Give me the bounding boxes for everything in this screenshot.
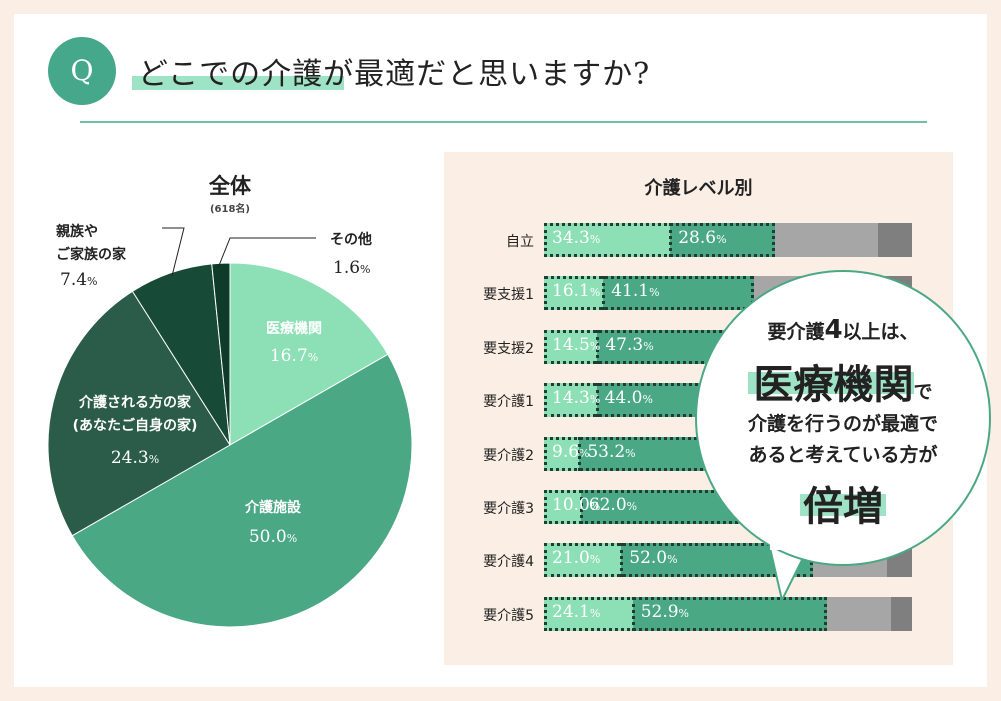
bar-value-label-1: 24.1% [552,601,601,622]
bar-value-label-2: 52.0% [629,548,678,569]
bar-category-label: 要介護3 [483,501,534,517]
bar-segment [754,276,873,311]
bar-divider [669,223,673,257]
bar-category-label: 要介護2 [483,447,534,464]
bar-chart-title: 介護レベル別 [644,178,753,199]
bar-category-label: 自立 [506,234,534,250]
callout-line-3: 介護を行うのが最適で [747,413,938,435]
pie-label-own-home-1: 介護される方の家 [79,395,191,411]
pie-label-other: その他 [330,232,372,248]
bar-segment [544,596,633,631]
pie-value-own-home: 24.3% [110,448,160,468]
pie-title: 全体 [209,174,251,198]
pie-label-relative-home-1: 親族や [56,224,98,240]
pie-slice-other [211,262,231,446]
bar-segment [812,543,888,578]
pie-label-relative-home-2: ご家族の家 [56,247,126,263]
callout-line-2: 医療機関で [753,362,933,408]
bar-segment [887,543,912,578]
bar-segment [544,223,671,257]
pie-leader-line [162,227,185,277]
pie-label-facility: 介護施設 [245,500,301,516]
bar-value-label-2: 62.0% [588,495,638,515]
bar-segment [827,596,891,631]
callout-line-5: 倍増 [803,484,883,530]
bar-value-label-2: 47.3% [605,334,654,355]
pie-subtitle: (618名) [209,204,250,215]
bar-value-label-1: 21.0% [552,548,601,569]
bar-segment [544,329,598,364]
pie-value-hospital: 16.7% [269,346,319,366]
bar-value-label-1: 14.5% [552,334,601,355]
bar-category-label: 要支援2 [483,340,534,357]
bar-category-label: 要支援1 [483,287,534,304]
bar-divider [620,543,624,578]
bar-value-label-1: 10.0% [552,495,601,515]
bar-value-label-2: 28.6% [678,228,727,248]
bar-segment [877,223,912,257]
bar-divider [578,436,582,471]
title-divider [80,121,927,123]
bar-segment [670,223,776,257]
bar-divider [579,490,583,524]
pie-value-facility: 50.0% [248,527,298,547]
bar-category-label: 要介護5 [483,607,534,624]
pie-label-own-home-2: (あなたご自身の家) [72,418,198,434]
bar-row: 16.1% 41.1% [544,276,912,311]
bar-category-label: 要介護1 [483,394,534,411]
bar-segment [544,276,604,311]
pie-slice-facility [71,353,413,628]
bar-divider [596,329,600,364]
page-title: どこでの介護が最適だと思いますか? [138,57,651,92]
bar-category-label: 要介護4 [483,554,534,571]
bar-value-label-2: 52.9% [640,601,689,622]
bar-value-label-1: 9.6% [552,441,590,462]
pie-value-relative-home: 7.4% [60,270,98,290]
pie-label-hospital: 医療機関 [266,321,322,337]
pie-slice-hospital [229,262,389,446]
bar-segment [544,543,622,578]
bar-highlight-outline [544,596,828,631]
bar-segment [544,383,597,418]
bar-value-label-1: 14.3% [552,388,601,409]
callout-line-4: あると考えている方が [748,444,938,466]
bar-value-label-2: 41.1% [611,281,660,302]
bar-value-label-1: 34.3% [552,228,601,248]
callout-highlight-1 [748,372,914,394]
bar-row: 24.1% 52.9% [544,596,912,631]
callout-highlight-2 [800,494,886,516]
bar-segment [890,596,912,631]
bar-segment [872,276,912,311]
bar-row: 34.3% 28.6% [544,223,912,257]
bar-divider [602,276,606,311]
pie-value-other: 1.6% [333,258,371,278]
bar-segment [544,490,581,524]
bar-value-label-2: 53.2% [587,441,636,462]
bar-divider [631,596,635,631]
bar-value-label-2: 44.0% [604,388,653,409]
bar-highlight-outline [544,223,776,257]
title-highlight [132,76,344,90]
bar-divider [595,383,599,418]
bar-segment [544,436,580,471]
bar-value-label-1: 16.1% [552,281,601,302]
bar-segment [775,223,878,257]
question-badge: Q [48,37,116,105]
pie-leader-line [217,237,316,269]
pie-slice-own-home [47,290,231,537]
callout-line-1: 要介護4以上は、 [767,315,919,345]
bar-row: 21.0% 52.0% [544,543,912,578]
